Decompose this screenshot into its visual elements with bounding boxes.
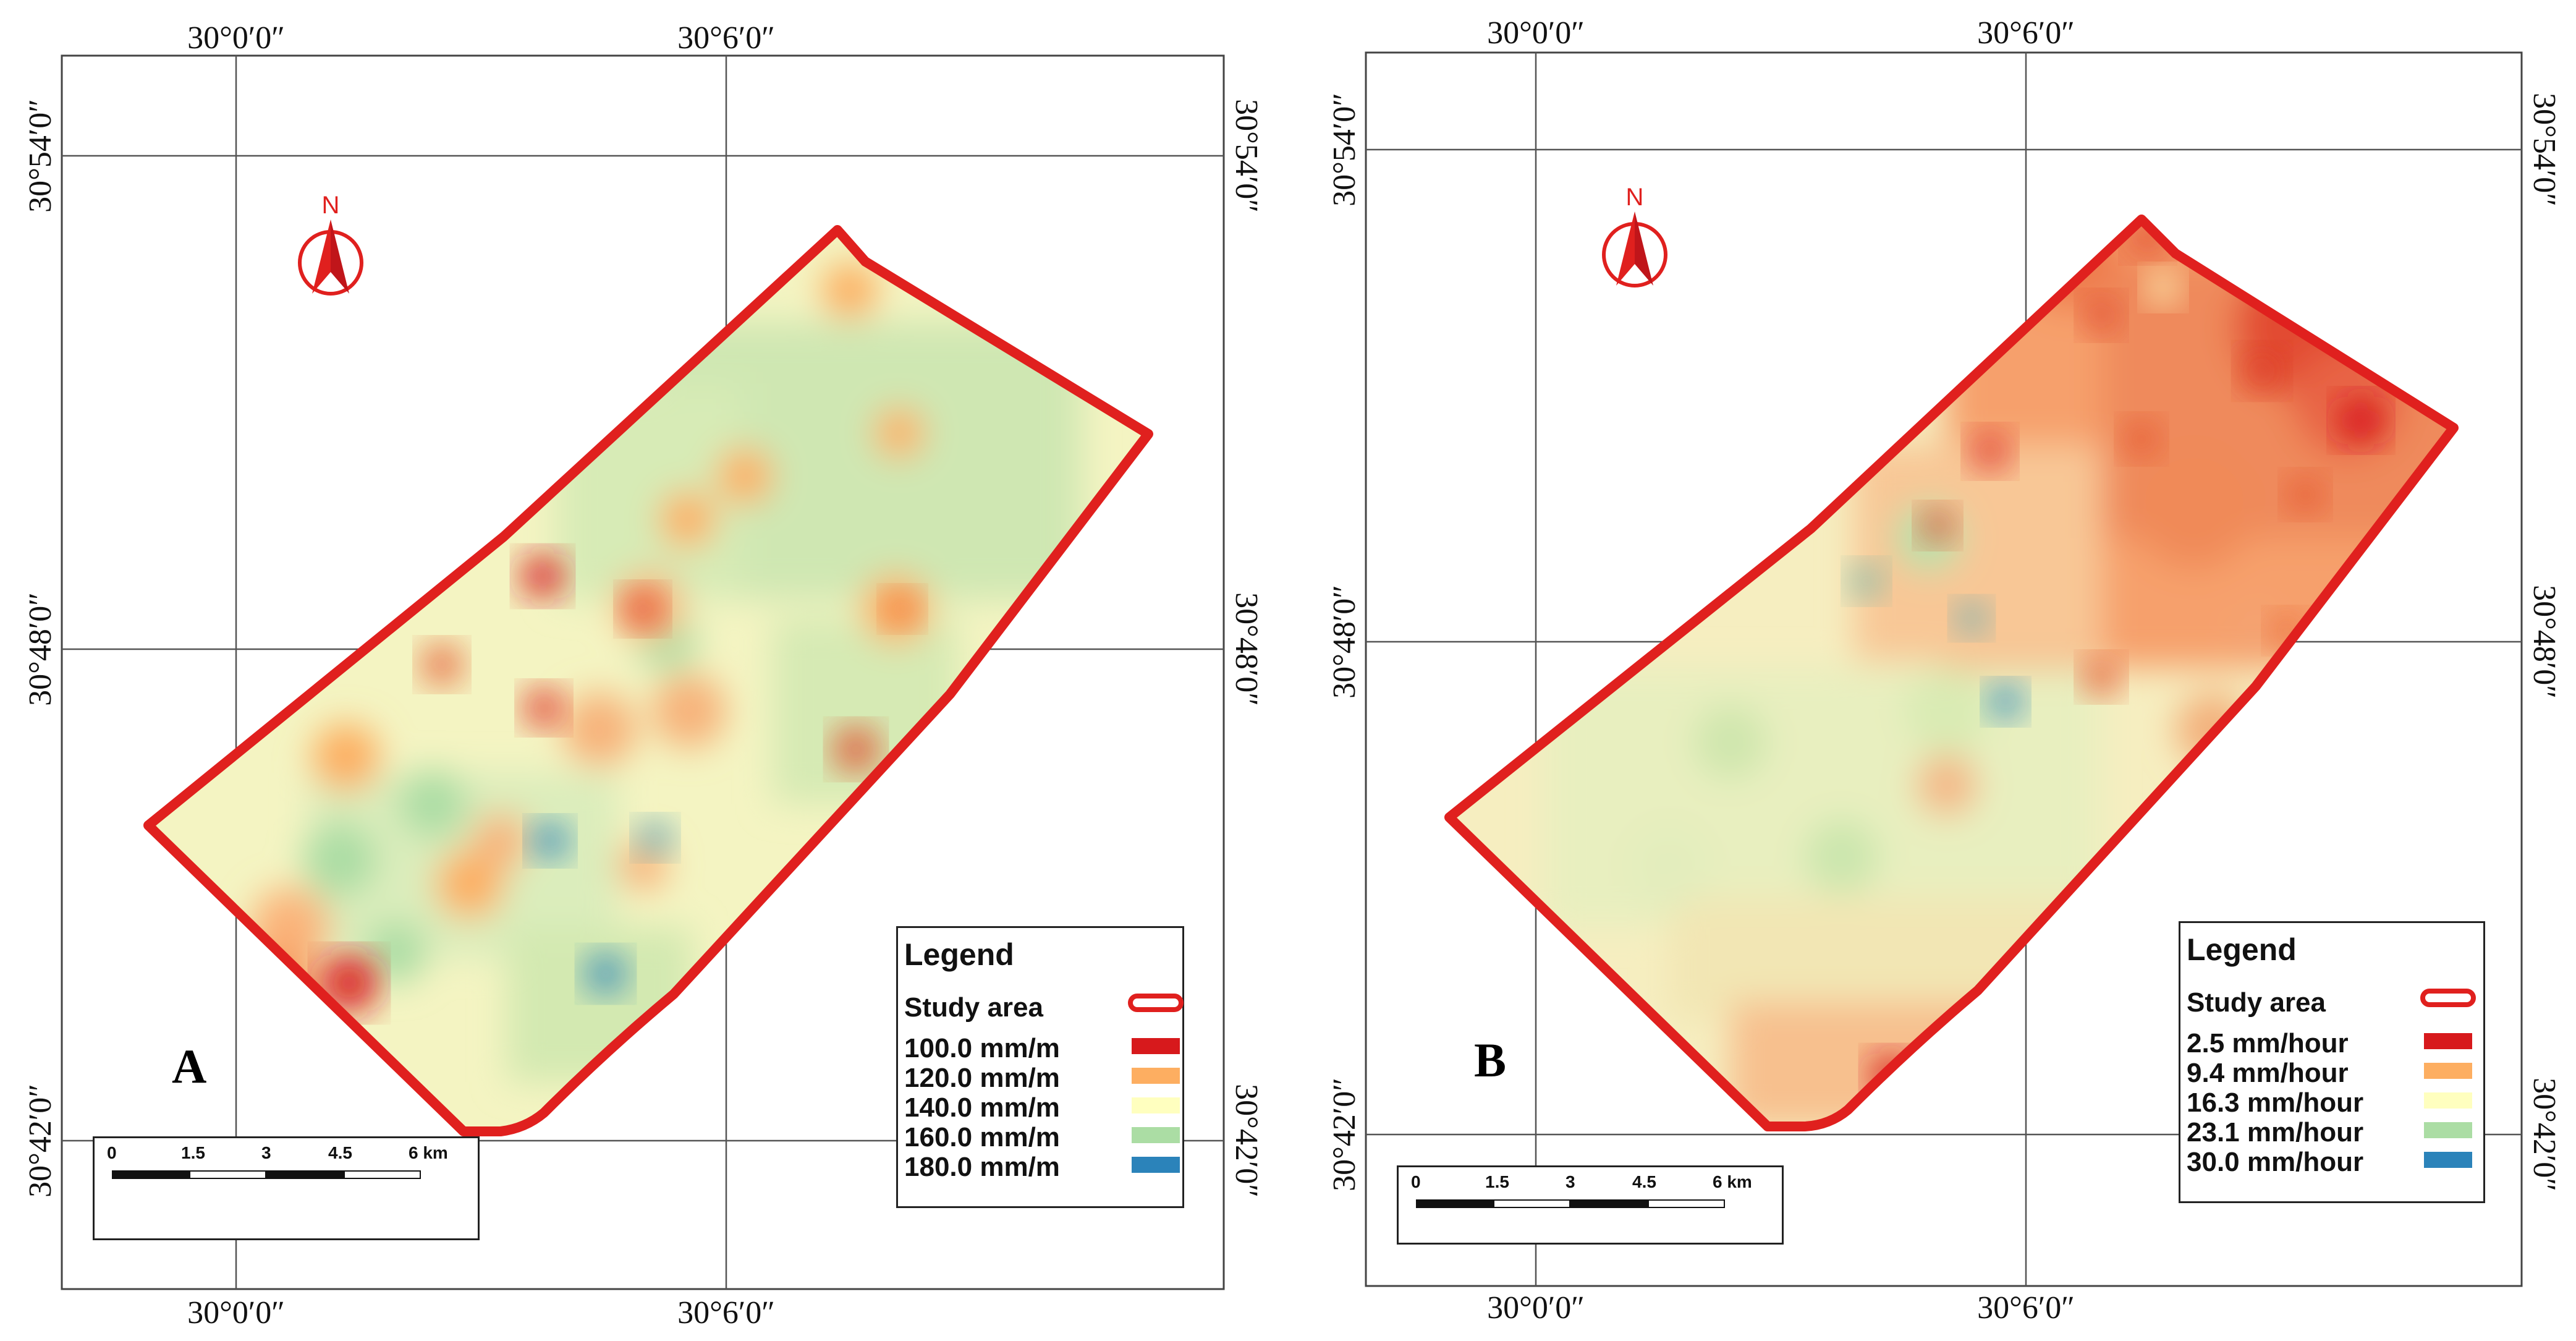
scale-segment: [266, 1170, 344, 1179]
legend-class-label: 9.4 mm/hour: [2187, 1058, 2349, 1088]
legend-title: Legend: [904, 937, 1014, 972]
label-lon-top-left: 30°0′0″: [1487, 15, 1585, 51]
legend-class-label: 100.0 mm/m: [904, 1033, 1060, 1063]
north-arrow-icon: N: [298, 192, 363, 296]
legend-swatch: [1132, 1097, 1180, 1113]
label-lon-bottom-left: 30°0′0″: [187, 1295, 285, 1330]
label-lat-bottom-right: 30°42′0″: [2527, 1078, 2562, 1191]
legend: Legend Study area 2.5 mm/hour 9.4 mm/hou…: [2179, 921, 2485, 1203]
scale-tick: 6 km: [409, 1143, 448, 1162]
scale-segment: [1570, 1199, 1648, 1208]
panel-letter: A: [172, 1039, 207, 1093]
legend-swatch: [2424, 1063, 2472, 1079]
legend-swatch: [2424, 1122, 2472, 1138]
legend-class-label: 2.5 mm/hour: [2187, 1028, 2349, 1058]
label-lat-top-left: 30°54′0″: [1327, 93, 1362, 206]
label-lon-bottom-left: 30°0′0″: [1487, 1290, 1585, 1326]
map-panel-b: N 30°0′0″ 30°6′0″ 30°0′0″ 30°6′0″ 30°54′…: [1298, 0, 2576, 1341]
scale-tick: 3: [1566, 1172, 1575, 1191]
legend-class-label: 30.0 mm/hour: [2187, 1147, 2364, 1177]
label-lon-top-left: 30°0′0″: [187, 20, 285, 56]
scale-bar: 0 1.5 3 4.5 6 km: [1397, 1165, 1784, 1245]
legend-class-label: 16.3 mm/hour: [2187, 1088, 2364, 1118]
scale-segment: [112, 1170, 189, 1179]
map-b-canvas: N 30°0′0″ 30°6′0″ 30°0′0″ 30°6′0″ 30°54′…: [1327, 15, 2562, 1326]
scale-tick: 3: [261, 1143, 271, 1162]
label-lat-bottom-left: 30°42′0″: [1327, 1078, 1362, 1191]
north-label: N: [322, 192, 340, 219]
scale-tick: 1.5: [1485, 1172, 1509, 1191]
scale-segment: [1416, 1199, 1493, 1208]
scale-segment: [1648, 1199, 1725, 1208]
label-lat-top-right: 30°54′0″: [1229, 99, 1264, 213]
study-area-outline: [1444, 215, 2459, 1131]
label-lat-top-right: 30°54′0″: [2527, 93, 2562, 206]
label-lon-bottom-right: 30°6′0″: [677, 1295, 775, 1330]
legend-title: Legend: [2187, 932, 2297, 967]
legend-study-area-label: Study area: [904, 992, 1043, 1023]
legend-swatch: [1132, 1038, 1180, 1054]
legend-swatch: [2424, 1092, 2472, 1109]
label-lon-bottom-right: 30°6′0″: [1977, 1290, 2075, 1326]
scale-tick: 0: [1411, 1172, 1421, 1191]
north-arrow-icon: N: [1602, 184, 1667, 287]
map-panel-a: N 30°0′0″ 30°6′0″ 30°0′0″ 30°6′0″ 30°54′…: [23, 20, 1264, 1330]
study-area-outline: [143, 225, 1153, 1136]
map-a-canvas: N 30°0′0″ 30°6′0″ 30°0′0″ 30°6′0″ 30°54′…: [23, 20, 1264, 1330]
scale-segment: [1493, 1199, 1570, 1208]
label-lat-bottom-right: 30°42′0″: [1229, 1084, 1264, 1198]
scale-segment: [189, 1170, 266, 1179]
label-lat-mid-left: 30°48′0″: [23, 592, 58, 706]
legend-study-area-symbol: [1128, 994, 1184, 1012]
scale-tick: 4.5: [1632, 1172, 1656, 1191]
legend-swatch: [2424, 1033, 2472, 1049]
scale-bar: 0 1.5 3 4.5 6 km: [93, 1136, 480, 1240]
legend: Legend Study area 100.0 mm/m 120.0 mm/m …: [896, 926, 1184, 1208]
legend-class-label: 140.0 mm/m: [904, 1092, 1060, 1123]
label-lon-top-right: 30°6′0″: [677, 20, 775, 56]
legend-class-label: 180.0 mm/m: [904, 1152, 1060, 1182]
legend-swatch: [2424, 1152, 2472, 1168]
label-lat-top-left: 30°54′0″: [23, 99, 58, 213]
legend-class-label: 23.1 mm/hour: [2187, 1117, 2364, 1147]
legend-swatch: [1132, 1127, 1180, 1143]
panel-letter: B: [1474, 1033, 1507, 1087]
scale-segment: [344, 1170, 421, 1179]
north-label: N: [1626, 184, 1644, 211]
label-lat-mid-right: 30°48′0″: [1229, 592, 1264, 706]
label-lon-top-right: 30°6′0″: [1977, 15, 2075, 51]
legend-class-label: 160.0 mm/m: [904, 1122, 1060, 1152]
legend-class-label: 120.0 mm/m: [904, 1063, 1060, 1093]
legend-swatch: [1132, 1068, 1180, 1084]
scale-tick: 1.5: [181, 1143, 205, 1162]
label-lat-mid-left: 30°48′0″: [1327, 585, 1362, 699]
legend-swatch: [1132, 1157, 1180, 1173]
label-lat-bottom-left: 30°42′0″: [23, 1084, 58, 1198]
label-lat-mid-right: 30°48′0″: [2527, 585, 2562, 699]
legend-study-area-symbol: [2420, 989, 2476, 1007]
scale-tick: 0: [107, 1143, 117, 1162]
scale-tick: 4.5: [328, 1143, 352, 1162]
scale-tick: 6 km: [1713, 1172, 1752, 1191]
legend-study-area-label: Study area: [2187, 987, 2326, 1018]
